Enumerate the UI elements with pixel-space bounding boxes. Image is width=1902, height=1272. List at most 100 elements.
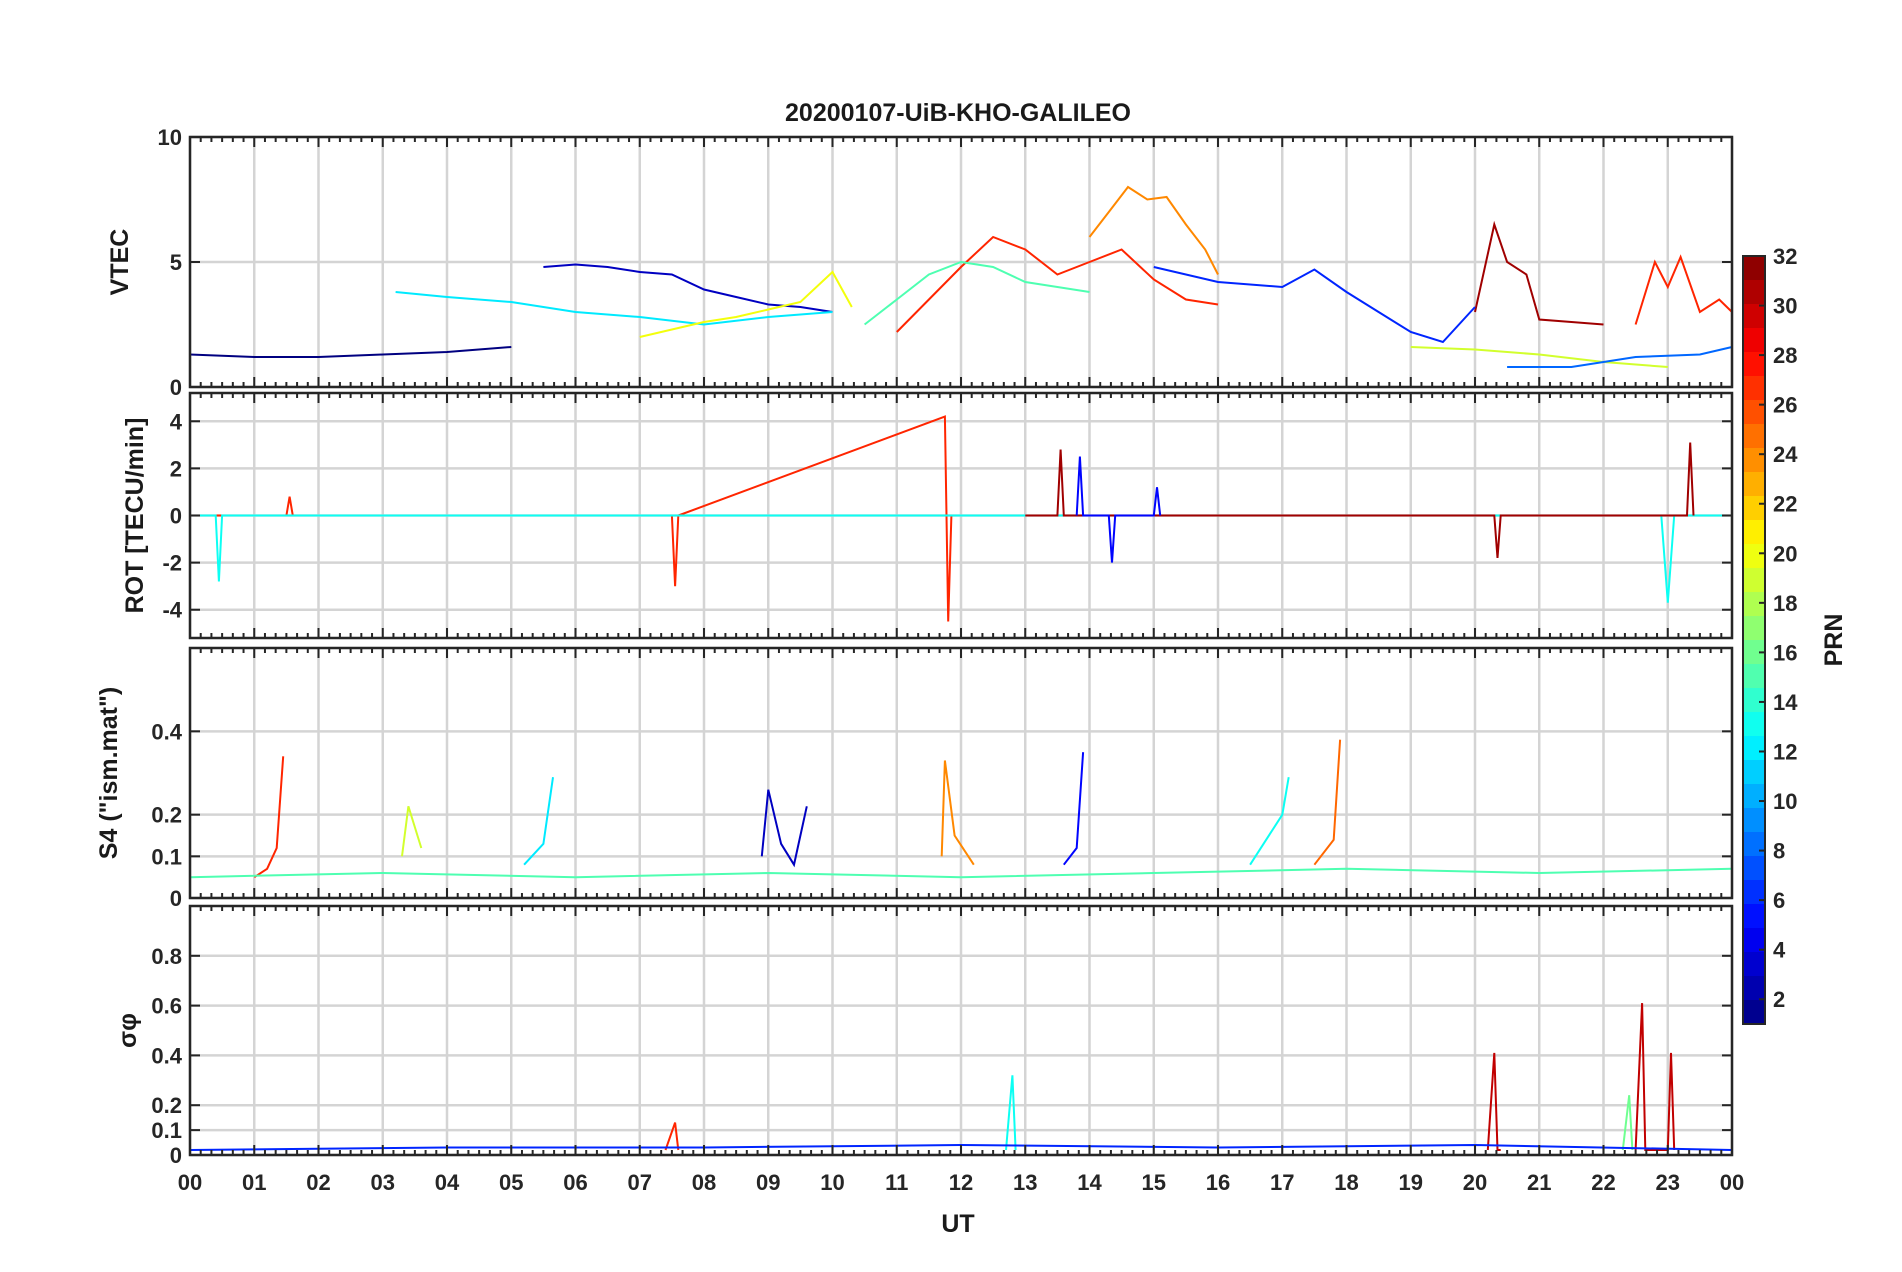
x-tick-label: 22 — [1591, 1170, 1615, 1195]
colorbar-swatch — [1743, 280, 1765, 305]
colorbar-tick-label: 18 — [1773, 591, 1797, 616]
colorbar-swatch — [1743, 496, 1765, 521]
series-line-prn-27 — [253, 756, 285, 879]
x-tick-label: 17 — [1270, 1170, 1294, 1195]
colorbar-tick-label: 30 — [1773, 294, 1797, 319]
x-tick-label: 09 — [756, 1170, 780, 1195]
colorbar-swatch — [1743, 736, 1765, 761]
colorbar-label: PRN — [1820, 614, 1848, 667]
plot-frame — [188, 135, 1734, 389]
x-tick-label: 15 — [1142, 1170, 1166, 1195]
colorbar-swatch — [1743, 976, 1765, 1001]
colorbar-swatch — [1743, 352, 1765, 377]
x-tick-label: 00 — [178, 1170, 202, 1195]
y-tick-label: 0 — [170, 375, 182, 400]
colorbar-swatch — [1743, 592, 1765, 617]
colorbar-tick-label: 26 — [1773, 393, 1797, 418]
series-line-prn-5 — [1075, 456, 1162, 563]
series-line-prn-27 — [664, 1122, 680, 1151]
y-tick-label: 2 — [170, 456, 182, 481]
series-line-prn-13 — [1005, 1075, 1017, 1151]
x-tick-label: 03 — [371, 1170, 395, 1195]
series-line-prn-6 — [1153, 266, 1476, 344]
series-line-prn-25 — [1313, 739, 1342, 866]
colorbar-swatch — [1743, 256, 1765, 281]
y-tick-label: 4 — [170, 409, 183, 434]
colorbar-tick-label: 28 — [1773, 343, 1797, 368]
series-line-prn-1 — [189, 346, 512, 358]
panel-rot: -4 -2 0 2 4 ROT [TECU/min] — [121, 391, 1734, 640]
series-line-prn-24 — [1088, 185, 1219, 275]
colorbar-tick-label: 14 — [1773, 690, 1798, 715]
colorbar-swatch — [1743, 712, 1765, 737]
colorbar-swatch — [1743, 568, 1765, 593]
x-tick-label: 14 — [1077, 1170, 1102, 1195]
colorbar-tick-label: 24 — [1773, 442, 1798, 467]
x-tick-label: 10 — [820, 1170, 844, 1195]
colorbar-frame — [1742, 255, 1766, 1025]
x-tick-label: 02 — [306, 1170, 330, 1195]
panel-s4: 0 0.1 0.2 0.4 S4 ("ism.mat") — [95, 646, 1734, 911]
panel-sigma_phi: 00.10.2 0.4 0.6 0.8 σφ — [114, 904, 1734, 1168]
colorbar-swatch — [1743, 928, 1765, 953]
colorbar-swatch — [1743, 472, 1765, 497]
series-line-prn-13 — [1249, 777, 1290, 866]
x-tick-label: 00 — [1720, 1170, 1744, 1195]
colorbar-tick-label: 32 — [1773, 244, 1797, 269]
x-tick-label: 11 — [885, 1170, 908, 1195]
x-tick-label: 13 — [1013, 1170, 1037, 1195]
y-axis-label-sigma_phi: σφ — [114, 1013, 142, 1048]
x-tick-label: 01 — [242, 1170, 266, 1195]
x-tick-label: 06 — [563, 1170, 587, 1195]
series-line-prn-30 — [1486, 1052, 1501, 1151]
colorbar-swatch — [1743, 304, 1765, 329]
x-tick-label: 19 — [1399, 1170, 1423, 1195]
x-axis-label: UT — [941, 1210, 974, 1238]
y-axis-label-rot: ROT [TECU/min] — [121, 418, 149, 614]
panel-vtec: 0 5 10 VTEC — [106, 125, 1734, 400]
series-line-prn-19 — [401, 806, 423, 857]
y-tick-label: 0 — [170, 504, 182, 529]
plot-frame — [188, 646, 1734, 900]
colorbar-tick-label: 8 — [1773, 839, 1785, 864]
colorbar-tick-label: 10 — [1773, 789, 1797, 814]
colorbar-swatch — [1743, 640, 1765, 665]
y-tick-label: 0.2 — [151, 1093, 182, 1118]
x-tick-label: 18 — [1334, 1170, 1358, 1195]
series-line-prn-16 — [1621, 1095, 1634, 1151]
y-tick-label: -4 — [162, 598, 182, 623]
colorbar-swatch — [1743, 856, 1765, 881]
x-tick-label: 05 — [499, 1170, 523, 1195]
colorbar-swatch — [1743, 448, 1765, 473]
colorbar-tick-label: 2 — [1773, 987, 1785, 1012]
series-line-prn-12 — [523, 777, 554, 866]
colorbar-swatch — [1743, 880, 1765, 905]
colorbar-tick-label: 12 — [1773, 739, 1797, 764]
colorbar-swatch — [1743, 664, 1765, 689]
y-tick-label: 0.4 — [151, 1043, 182, 1068]
y-tick-label: 0 — [170, 1143, 182, 1168]
colorbar-swatch — [1743, 688, 1765, 713]
y-tick-label: 10 — [158, 125, 182, 150]
colorbar-tick-label: 16 — [1773, 640, 1797, 665]
x-tick-label: 12 — [949, 1170, 973, 1195]
colorbar-swatch — [1743, 760, 1765, 785]
series-line-prn-15 — [863, 260, 1090, 326]
y-tick-label: 0.6 — [151, 994, 182, 1019]
series-line-prn-13 — [190, 514, 1732, 603]
series-line-prn-27 — [896, 235, 1219, 333]
series-line-prn-8 — [1507, 346, 1733, 368]
plot-frame — [188, 391, 1734, 640]
x-tick-label: 21 — [1527, 1170, 1551, 1195]
y-axis-label-vtec: VTEC — [106, 229, 134, 296]
colorbar-tick-label: 20 — [1773, 541, 1797, 566]
series-line-prn-27 — [1634, 254, 1733, 325]
y-tick-label: 0.1 — [151, 1118, 182, 1143]
x-tick-label: 23 — [1656, 1170, 1680, 1195]
colorbar-swatch — [1743, 904, 1765, 929]
colorbar-swatch — [1743, 616, 1765, 641]
series-line-prn-31 — [1025, 442, 1695, 558]
y-tick-label: 0.2 — [151, 803, 182, 828]
